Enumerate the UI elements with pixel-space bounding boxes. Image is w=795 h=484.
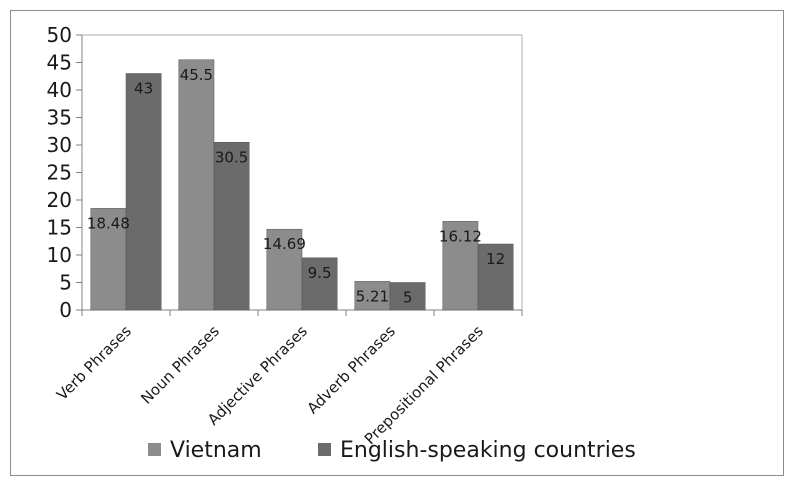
x-tick-label: Adverb Phrases [303, 322, 398, 417]
y-tick-label: 30 [47, 133, 72, 157]
bar [442, 221, 479, 311]
data-label: 14.69 [263, 235, 306, 253]
data-label: 30.5 [215, 148, 248, 166]
y-tick-label: 45 [47, 51, 72, 75]
y-tick-label: 40 [47, 78, 72, 102]
bar [266, 228, 303, 311]
y-tick-label: 50 [47, 23, 72, 47]
bar [477, 243, 514, 311]
y-tick-label: 15 [47, 216, 72, 240]
y-tick-label: 35 [47, 106, 72, 130]
bar [213, 142, 250, 311]
legend: Vietnam English-speaking countries [148, 438, 636, 463]
bar [90, 208, 127, 311]
bar [389, 282, 426, 311]
legend-swatch [318, 443, 331, 456]
data-label: 43 [134, 80, 153, 98]
y-tick-label: 0 [59, 298, 72, 322]
legend-label: Vietnam [170, 438, 262, 463]
y-tick-label: 25 [47, 161, 72, 185]
bar [354, 281, 391, 311]
legend-label: English-speaking countries [340, 438, 636, 463]
y-tick-label: 10 [47, 243, 72, 267]
bar [178, 59, 215, 311]
y-tick-label: 5 [59, 271, 72, 295]
bar [301, 257, 338, 311]
y-axis: 0 5 10 15 20 25 30 35 40 45 50 [47, 23, 83, 322]
x-tick-label: Adjective Phrases [204, 322, 311, 429]
data-label: 16.12 [439, 227, 482, 245]
data-labels: 18.48 45.5 14.69 5.21 16.12 43 30.5 9.5 5 12 [87, 66, 505, 307]
x-tick-label: Verb Phrases [53, 322, 135, 404]
bar [125, 73, 162, 311]
data-label: 9.5 [308, 264, 332, 282]
y-tick-label: 20 [47, 188, 72, 212]
data-label: 5.21 [356, 287, 389, 305]
bars [90, 59, 514, 311]
data-label: 45.5 [180, 66, 213, 84]
legend-swatch [148, 443, 161, 456]
data-label: 18.48 [87, 214, 130, 232]
data-label: 12 [486, 250, 505, 268]
x-tick-label: Noun Phrases [137, 322, 223, 408]
data-label: 5 [403, 289, 413, 307]
